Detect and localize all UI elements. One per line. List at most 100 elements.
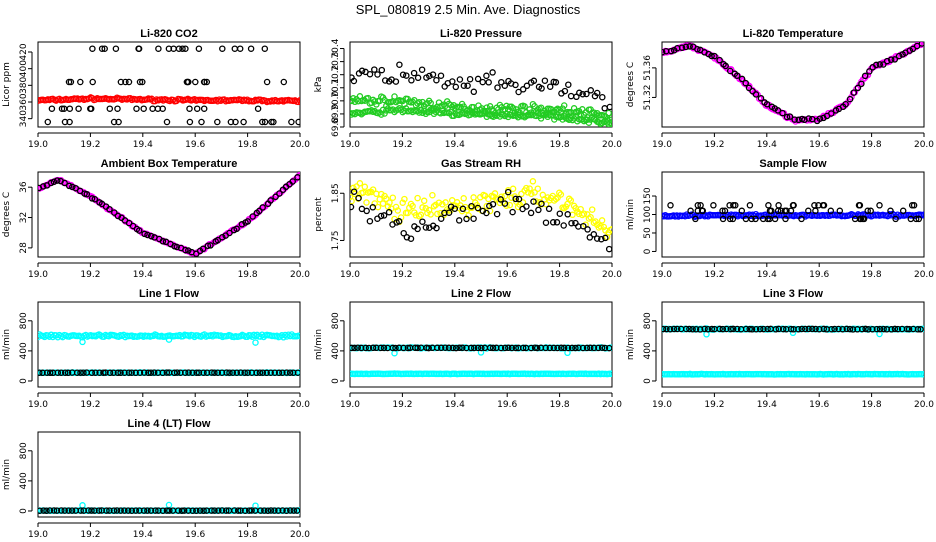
data-point <box>781 207 789 215</box>
data-point <box>267 369 274 376</box>
data-point <box>121 369 128 376</box>
data-point <box>377 212 385 220</box>
data-point <box>757 94 765 102</box>
data-point <box>710 202 717 209</box>
data-point <box>860 215 868 223</box>
data-point <box>489 344 497 352</box>
data-point <box>426 72 433 80</box>
data-point <box>470 344 478 352</box>
data-point <box>512 81 519 89</box>
x-tick-label: 19.8 <box>238 400 258 410</box>
data-point <box>716 56 723 64</box>
plot-area <box>662 202 924 223</box>
data-point <box>752 215 759 223</box>
data-point <box>541 77 549 84</box>
data-point <box>283 507 290 514</box>
data-point <box>553 219 561 226</box>
data-point <box>350 203 355 211</box>
data-point <box>812 325 819 333</box>
data-point <box>587 213 594 221</box>
data-point <box>519 344 527 352</box>
data-point <box>445 344 453 352</box>
data-point <box>394 207 402 214</box>
chart-title: Line 2 Flow <box>451 288 511 300</box>
data-point <box>579 106 586 113</box>
data-point <box>200 105 208 112</box>
data-point <box>912 215 920 223</box>
data-point <box>166 507 173 514</box>
data-point <box>530 198 537 205</box>
data-point <box>163 118 171 126</box>
data-point <box>101 45 108 52</box>
data-point <box>559 105 566 112</box>
data-point <box>373 344 380 352</box>
data-point <box>474 204 482 212</box>
data-point <box>452 344 460 352</box>
data-point <box>241 369 248 376</box>
data-point <box>595 344 602 352</box>
data-point <box>106 507 113 514</box>
data-point <box>846 325 854 333</box>
y-tick-label: 380 <box>19 76 29 93</box>
data-point <box>489 69 496 76</box>
data-point <box>366 217 374 225</box>
data-point <box>261 45 269 52</box>
y-axis-label: ml/min <box>626 329 636 360</box>
data-point <box>749 87 756 95</box>
data-point <box>600 223 608 231</box>
data-point <box>579 344 587 352</box>
data-point <box>434 344 441 352</box>
data-point <box>546 344 554 352</box>
data-point <box>267 197 274 204</box>
data-point <box>764 215 772 223</box>
data-point <box>380 344 388 352</box>
data-point <box>173 369 181 376</box>
y-tick-label: 51.36 <box>643 55 653 81</box>
data-point <box>567 197 575 204</box>
data-point <box>920 370 924 378</box>
data-point <box>422 224 430 231</box>
data-point <box>247 45 255 52</box>
data-point <box>425 344 432 352</box>
data-point <box>843 325 850 333</box>
data-point <box>46 507 54 514</box>
data-point <box>275 507 282 514</box>
data-point <box>46 369 54 377</box>
data-point <box>68 507 76 514</box>
data-point <box>887 207 894 215</box>
x-tick-label: 19.8 <box>550 400 570 410</box>
data-point <box>597 223 604 230</box>
x-tick-label: 19.0 <box>652 270 672 280</box>
data-point <box>483 72 490 80</box>
plot-frame <box>37 41 301 128</box>
data-point <box>214 236 222 244</box>
data-point <box>200 78 208 86</box>
data-point <box>568 344 576 352</box>
data-point <box>486 103 494 110</box>
data-point <box>687 207 694 215</box>
x-tick-label: 19.2 <box>704 400 724 410</box>
data-point <box>701 325 708 333</box>
data-point <box>466 75 474 83</box>
data-point <box>358 67 366 75</box>
data-point <box>531 189 538 196</box>
x-tick-label: 19.6 <box>809 400 829 410</box>
data-point <box>497 196 504 203</box>
data-point <box>880 325 887 333</box>
data-point <box>261 507 268 514</box>
data-point <box>418 66 426 73</box>
data-point <box>362 344 369 352</box>
data-point <box>518 190 525 198</box>
data-point <box>752 325 760 333</box>
data-point <box>231 45 239 52</box>
data-point <box>486 202 493 210</box>
data-point <box>111 209 118 216</box>
data-point <box>564 211 571 218</box>
data-point <box>608 344 612 351</box>
data-point <box>371 66 378 73</box>
data-point <box>427 99 434 107</box>
data-point <box>38 369 43 376</box>
data-point <box>549 219 557 226</box>
data-point <box>61 507 68 514</box>
data-point <box>229 369 237 376</box>
